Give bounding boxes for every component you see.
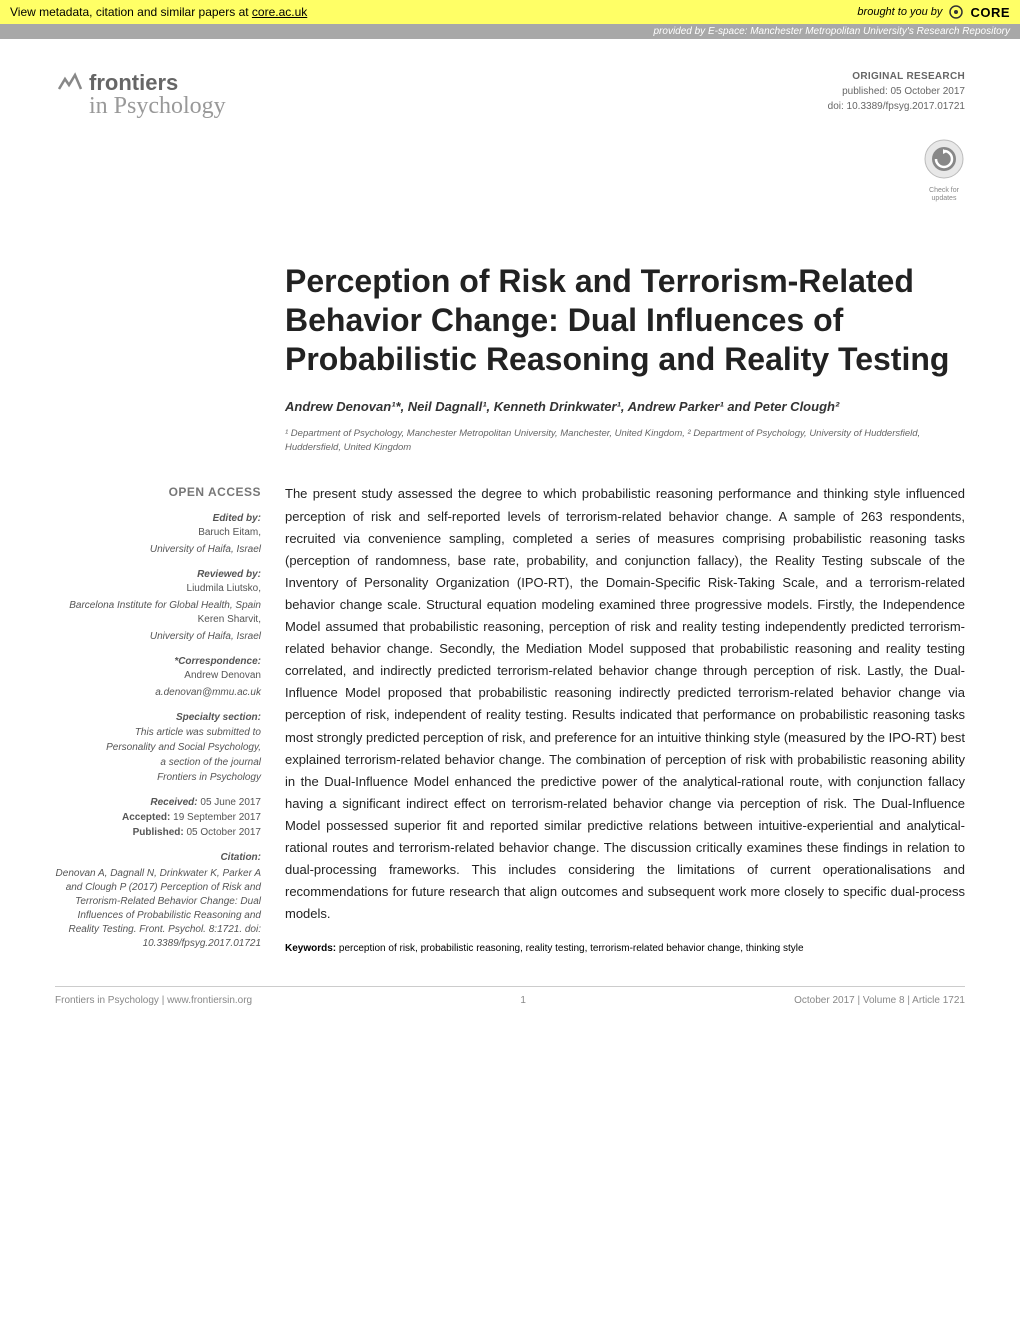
frontiers-icon [55,69,83,97]
journal-subtitle: in Psychology [89,93,226,120]
header-row: frontiers in Psychology ORIGINAL RESEARC… [55,69,965,120]
keywords-block: Keywords: perception of risk, probabilis… [285,941,965,956]
updates-line1: Check for [923,187,965,195]
keywords-text: perception of risk, probabilistic reason… [339,943,804,954]
citation-text: Denovan A, Dagnall N, Drinkwater K, Park… [55,867,261,951]
received-line: Received: 05 June 2017 [55,795,261,810]
correspondence-label: *Correspondence: [55,654,261,669]
article-title: Perception of Risk and Terrorism-Related… [285,262,965,379]
citation-label: Citation: [55,850,261,865]
authors-list: Andrew Denovan¹*, Neil Dagnall¹, Kenneth… [285,397,965,417]
core-badge: brought to you by CORE [857,4,1010,20]
metadata-prefix: View metadata, citation and similar pape… [10,5,252,19]
specialty-label: Specialty section: [55,710,261,725]
accepted-date: 19 September 2017 [170,812,261,823]
published-date: published: 05 October 2017 [828,84,965,99]
page-footer: Frontiers in Psychology | www.frontiersi… [55,986,965,1006]
page-content: frontiers in Psychology ORIGINAL RESEARC… [0,39,1020,1046]
accepted-label: Accepted: [122,812,170,823]
updates-caption: Check for updates [923,187,965,202]
reviewer1-name: Liudmila Liutsko, [55,582,261,596]
editor-name: Baruch Eitam, [55,526,261,540]
keywords-label: Keywords: [285,943,339,954]
reviewer2-affiliation: University of Haifa, Israel [55,629,261,644]
specialty-text1: This article was submitted to [55,725,261,740]
doi-text: doi: 10.3389/fpsyg.2017.01721 [828,99,965,114]
specialty-text3: a section of the journal [55,755,261,770]
updates-icon [923,138,965,180]
repository-bar: provided by E-space: Manchester Metropol… [0,24,1020,39]
article-meta: ORIGINAL RESEARCH published: 05 October … [828,69,965,114]
footer-right: October 2017 | Volume 8 | Article 1721 [794,995,965,1006]
editor-affiliation: University of Haifa, Israel [55,542,261,557]
published-label: Published: [133,827,184,838]
specialty-text4: Frontiers in Psychology [55,770,261,785]
core-logo-text: CORE [970,5,1010,20]
specialty-text2: Personality and Social Psychology, [55,740,261,755]
core-metadata-bar: View metadata, citation and similar pape… [0,0,1020,24]
core-icon [948,4,964,20]
received-label: Received: [150,797,197,808]
abstract-text: The present study assessed the degree to… [285,483,965,925]
check-updates-badge[interactable]: Check for updates [55,138,965,202]
reviewer1-affiliation: Barcelona Institute for Global Health, S… [55,598,261,613]
content-row: OPEN ACCESS Edited by: Baruch Eitam, Uni… [55,483,965,956]
metadata-text: View metadata, citation and similar pape… [10,5,307,19]
affiliations: ¹ Department of Psychology, Manchester M… [285,427,965,456]
reviewed-by-label: Reviewed by: [55,567,261,582]
reviewer2-name: Keren Sharvit, [55,613,261,627]
brought-by-text: brought to you by [857,6,942,18]
journal-logo: frontiers in Psychology [55,69,226,120]
published-line: Published: 05 October 2017 [55,825,261,840]
edited-by-label: Edited by: [55,511,261,526]
article-type: ORIGINAL RESEARCH [828,69,965,84]
received-date: 05 June 2017 [198,797,261,808]
main-column: The present study assessed the degree to… [285,483,965,956]
core-link[interactable]: core.ac.uk [252,5,307,19]
sidebar: OPEN ACCESS Edited by: Baruch Eitam, Uni… [55,483,261,956]
accepted-line: Accepted: 19 September 2017 [55,810,261,825]
open-access-label: OPEN ACCESS [55,483,261,501]
published-date-sidebar: 05 October 2017 [184,827,261,838]
correspondence-email: a.denovan@mmu.ac.uk [55,685,261,700]
correspondence-name: Andrew Denovan [55,669,261,683]
page-number: 1 [520,995,526,1006]
updates-line2: updates [923,195,965,203]
footer-left: Frontiers in Psychology | www.frontiersi… [55,995,252,1006]
